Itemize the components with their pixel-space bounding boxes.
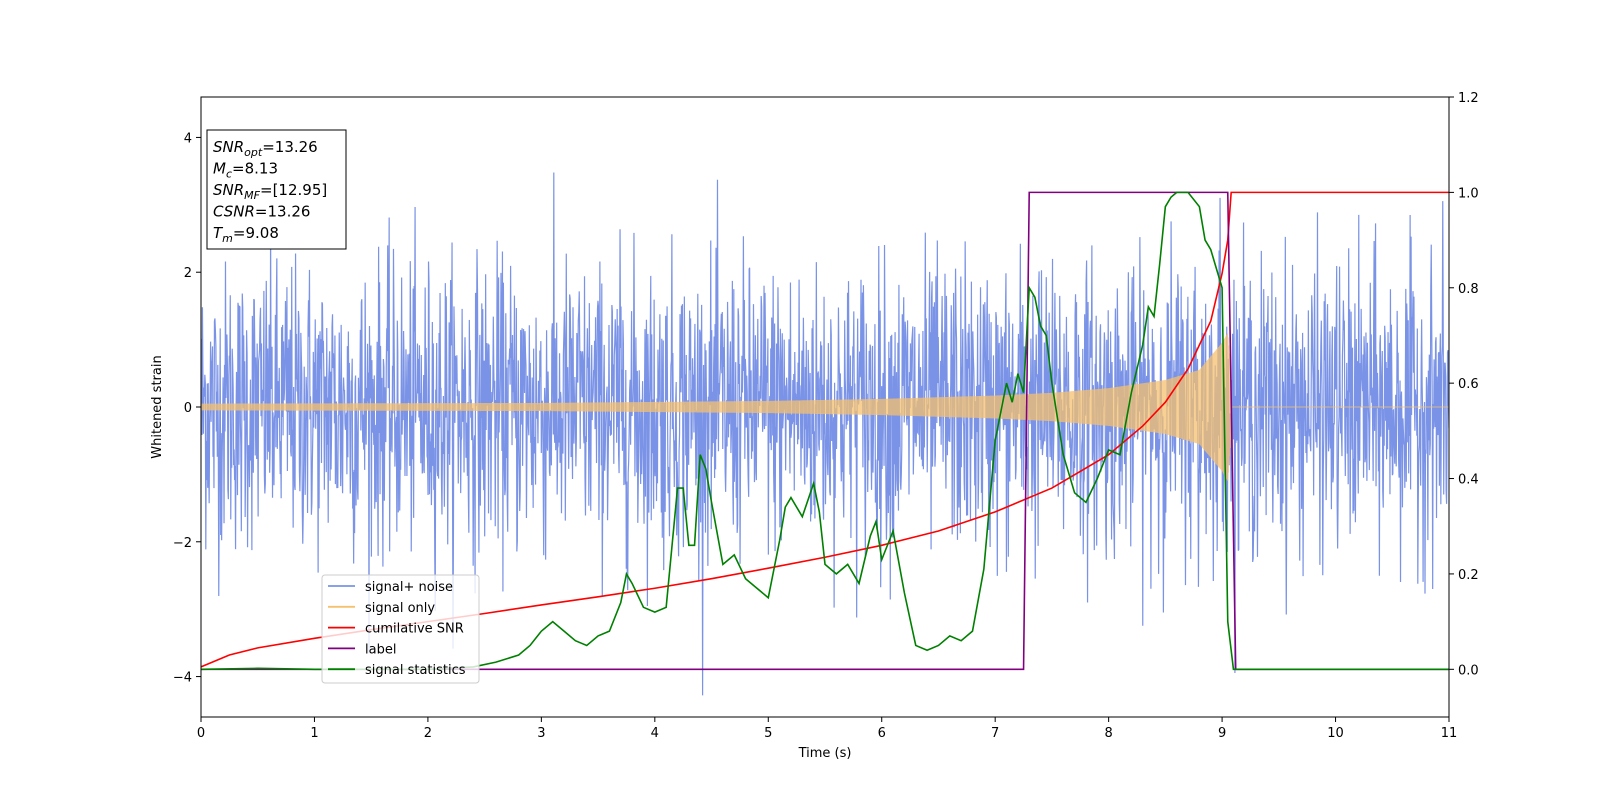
x-tick-label: 2 [424,726,432,741]
series-signal-only [201,333,1449,481]
annotation-line: SNRMF=[12.95] [213,181,327,202]
series-signal-statistics [201,191,1449,671]
series-signal-noise [201,172,1449,696]
y-right-tick-label: 0.2 [1458,568,1479,583]
legend: signal+ noise signal only cumilative SNR la… [321,574,480,684]
y-left-tick-label: 4 [184,131,192,146]
x-tick-label: 8 [1104,726,1112,741]
legend-entry: cumilative SNR [365,622,464,637]
annotation-box: SNRopt=13.26Mc=8.13SNRMF=[12.95]CSNR=13.… [206,129,347,250]
x-tick-label: 1 [310,726,318,741]
x-tick-label: 0 [197,726,205,741]
annotation-line: SNRopt=13.26 [213,138,318,159]
x-tick-label: 11 [1441,726,1458,741]
ticks-layer: 0 1 2 3 4 5 6 7 8 9 10 11 −4 −2 0 2 4 0.0 0.2 0.4 0.6 0.8 1.0 1… [173,91,1479,741]
x-axis-label: Time (s) [798,746,852,761]
legend-entry: signal+ noise [365,580,453,595]
legend-entry: signal only [365,601,435,616]
y-right-tick-label: 0.8 [1458,282,1479,297]
y-left-tick-label: −2 [173,536,192,551]
legend-entry: label [365,642,396,657]
x-tick-label: 9 [1218,726,1226,741]
annotation-line: Mc=8.13 [213,160,278,181]
annotation-line: CSNR=13.26 [213,203,310,221]
y-left-tick-label: 2 [184,266,192,281]
annotation-line: Tm=9.08 [213,224,279,245]
y-left-tick-label: 0 [184,401,192,416]
legend-frame [321,574,480,684]
y-right-tick-label: 0.4 [1458,473,1479,488]
y-right-tick-label: 1.2 [1458,91,1479,106]
y-right-tick-label: 0.6 [1458,377,1479,392]
y-left-tick-label: −4 [173,671,192,686]
x-tick-label: 6 [878,726,886,741]
x-tick-label: 5 [764,726,772,741]
x-tick-label: 10 [1327,726,1344,741]
y-right-tick-label: 0.0 [1458,663,1479,678]
y-right-tick-label: 1.0 [1458,186,1479,201]
annotation-frame [206,129,347,250]
y-axis-label: Whitened strain [150,355,165,458]
legend-entry: signal statistics [365,663,466,678]
x-tick-label: 4 [651,726,659,741]
x-tick-label: 7 [991,726,999,741]
x-tick-label: 3 [537,726,545,741]
